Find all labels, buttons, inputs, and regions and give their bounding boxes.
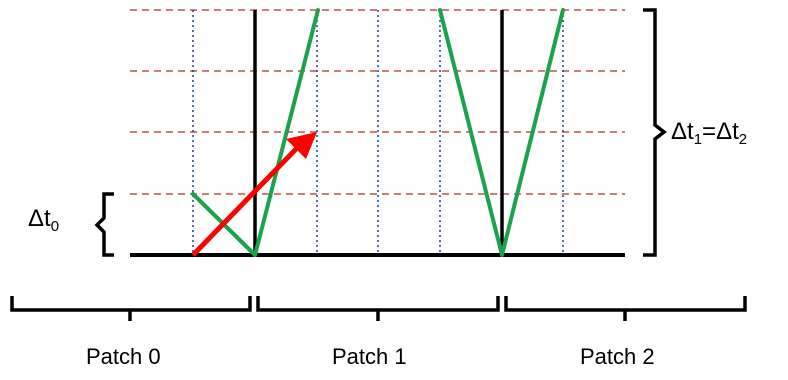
propagation-arrow bbox=[191, 132, 317, 257]
patch-1-brace bbox=[256, 296, 500, 321]
patch-1-label: Patch 1 bbox=[332, 344, 407, 369]
patch-2-brace bbox=[504, 296, 747, 321]
characteristic-line bbox=[438, 8, 565, 257]
cell-boundary-lines bbox=[192, 10, 564, 255]
patch-boundaries bbox=[253, 10, 504, 255]
dt0-label: Δt0 bbox=[28, 205, 60, 235]
characteristic-line bbox=[191, 8, 320, 257]
arrow-head bbox=[286, 132, 317, 159]
dt12-brace bbox=[643, 8, 667, 257]
dt0-brace bbox=[94, 192, 114, 257]
patch-0-brace bbox=[10, 296, 252, 321]
time-level-lines bbox=[130, 9, 625, 195]
patch-2-label: Patch 2 bbox=[580, 344, 655, 369]
patch-0-label: Patch 0 bbox=[86, 344, 161, 369]
patch-braces bbox=[10, 296, 747, 321]
arrow-shaft bbox=[191, 145, 300, 257]
dt12-label: Δt1=Δt2 bbox=[671, 118, 748, 148]
